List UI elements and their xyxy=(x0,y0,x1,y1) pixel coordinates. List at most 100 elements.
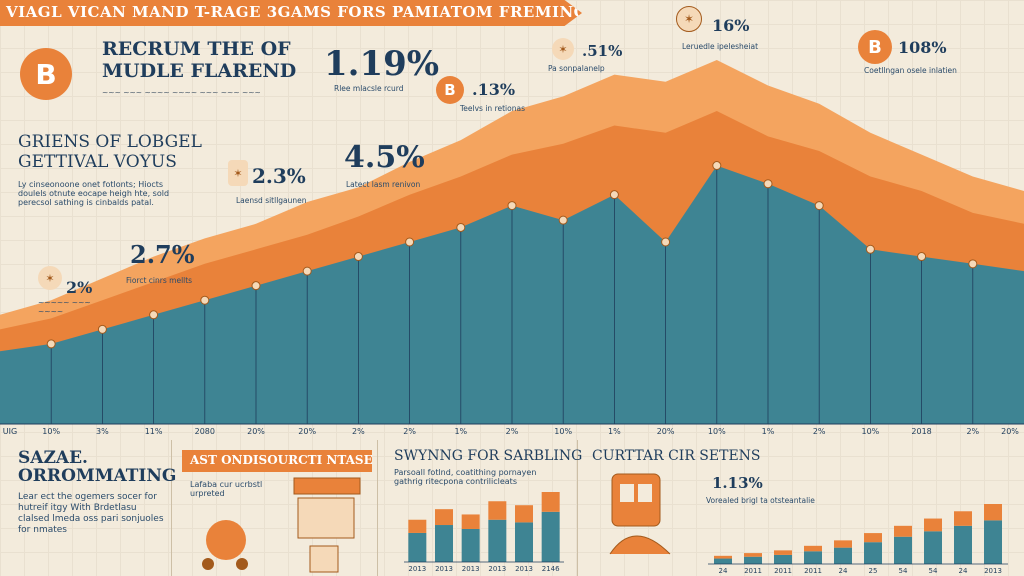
panel1-body: Lear ect the ogemers socer for hutreif i… xyxy=(18,492,164,535)
area-point xyxy=(456,222,466,232)
area-x-tick-label: 2% xyxy=(352,427,365,436)
panel2-box-shape xyxy=(297,497,355,539)
panel2-wheel-icon-2 xyxy=(236,558,248,570)
area-x-tick-label: 10% xyxy=(708,427,726,436)
area-point xyxy=(46,339,56,349)
callout-pct-8: 108% xyxy=(898,38,947,57)
train-icon-window-right xyxy=(638,484,652,502)
area-point xyxy=(763,179,773,189)
area-x-tick-label: 10% xyxy=(554,427,572,436)
area-point xyxy=(97,324,107,334)
callout-icon-4: ✶ xyxy=(228,160,248,186)
bar-x-label: 2013 xyxy=(984,567,1002,575)
panel1-title-line-2: ORROMMATING xyxy=(18,466,177,486)
bar-x-label: 2013 xyxy=(435,565,453,573)
area-x-tick-label: 2080 xyxy=(195,427,215,436)
callout-pct-3: 4.5% xyxy=(344,140,425,175)
area-x-tick-label: 2% xyxy=(403,427,416,436)
callout-pct-5: 2.7% xyxy=(130,240,195,269)
bar-segment xyxy=(461,528,480,562)
left-body-text: Ly cinseonoone onet fotlonts; Hiocts dou… xyxy=(18,180,170,207)
bar-x-label: 54 xyxy=(899,567,908,575)
banner-title: VIAGL VICAN MAND T-RAGE 3GAMS FORS PAMIA… xyxy=(6,3,587,21)
bar-segment xyxy=(488,519,507,562)
callout-note-8: Coetllngan osele inlatien xyxy=(864,66,957,75)
callout-pct-4: 2.3% xyxy=(252,164,306,188)
area-x-tick-label: 20% xyxy=(1001,427,1019,436)
area-x-tick-label: 2% xyxy=(813,427,826,436)
bar-segment xyxy=(714,555,732,559)
bar-segment xyxy=(541,492,560,512)
callout-note-5: Fiorct cinrs mellts xyxy=(126,276,193,285)
area-point xyxy=(507,201,517,211)
callout-pct-6: .51% xyxy=(582,42,623,60)
bottom-panel-1: SAZAE. ORROMMATING Lear ect the ogemers … xyxy=(0,440,176,576)
area-point xyxy=(661,237,671,247)
heading-1-line-2: MUDLE FLAREND xyxy=(102,60,297,82)
panel2-cart-shape xyxy=(206,520,246,560)
area-chart: UIG 10% 3% 11% 2080 20% 20% 2% 2% 1% 2% 10% 1% 20% 10%… xyxy=(0,60,1024,436)
coin-symbol: B xyxy=(35,57,57,91)
area-point xyxy=(251,281,261,291)
panel2-ticket-shape xyxy=(293,477,361,495)
panel2-title-bar xyxy=(182,450,372,472)
bar-segment xyxy=(954,511,972,526)
bar-segment xyxy=(435,525,453,562)
bar-x-label: 2011 xyxy=(804,567,822,575)
bar-segment xyxy=(744,553,762,557)
area-x-tick-label: 1% xyxy=(454,427,467,436)
bar-x-label: 24 xyxy=(959,567,968,575)
bar-segment xyxy=(834,547,852,564)
panel2-title: AST ONDISOURCTI NTASE xyxy=(190,453,373,467)
panel2-illustration xyxy=(202,477,361,573)
bar-segment xyxy=(515,505,533,523)
callout-pct-2: .13% xyxy=(472,80,516,99)
area-x-tick-label: 20% xyxy=(247,427,265,436)
area-point xyxy=(149,310,159,320)
bar-x-label: 54 xyxy=(929,567,938,575)
panel2-crate-shape xyxy=(309,545,339,573)
bar-x-label: 2013 xyxy=(408,565,426,573)
area-x-tick-label: 3% xyxy=(96,427,109,436)
left-callout-pct: 2% xyxy=(66,278,93,297)
bar-segment xyxy=(774,554,792,564)
bar-segment xyxy=(954,525,972,564)
bar-segment xyxy=(924,531,942,564)
bitcoin-coin-icon-right: B xyxy=(858,30,892,64)
panel3-body: Parsoall fotlnd, coatithing pornayen gat… xyxy=(394,468,537,486)
callout-note-3: Latect lasm renivon xyxy=(346,180,421,189)
bar-chart-2: 24 2011 2011 2011 24 25 54 54 24 2013 xyxy=(708,504,1008,575)
callout-pct-7: 16% xyxy=(712,16,750,35)
heading-2-line-1: GRIENS OF LOBGEL xyxy=(18,132,202,152)
bitcoin-coin-icon-mid: B xyxy=(436,76,464,104)
bar-x-label: 2011 xyxy=(774,567,792,575)
hands-icon xyxy=(609,535,671,555)
area-point xyxy=(609,190,619,200)
panel4-title: CURTTAR CIR SETENS xyxy=(592,448,761,464)
left-callout-caption: ~~~~~ ~~~ ~~~~ xyxy=(38,298,91,316)
area-x-tick-label: 11% xyxy=(145,427,163,436)
heading-2-line-2: GETTIVAL VOYUS xyxy=(18,152,177,172)
area-x-tick-label: 20% xyxy=(298,427,316,436)
bitcoin-coin-icon: B xyxy=(20,48,72,100)
bar-segment xyxy=(408,532,427,562)
area-point xyxy=(865,244,875,254)
area-x-tick-label: 1% xyxy=(608,427,621,436)
bar-segment xyxy=(924,518,942,532)
bar-x-label: 25 xyxy=(869,567,878,575)
panel4-pct: 1.13% xyxy=(712,474,763,492)
area-x-tick-labels: UIG 10% 3% 11% 2080 20% 20% 2% 2% 1% 2% 10% 1% 20% 10%… xyxy=(3,427,1020,436)
bar-segment xyxy=(894,536,912,564)
bar-x-label: 2146 xyxy=(542,565,560,573)
heading-1-line-1: RECRUM THE OF xyxy=(102,38,291,60)
callout-note-1: Rlee mlacsle rcurd xyxy=(334,84,404,93)
area-x-tick-label: 10% xyxy=(862,427,880,436)
area-x-tick-label: 20% xyxy=(657,427,675,436)
bar-segment xyxy=(488,501,507,520)
bar-segment xyxy=(744,556,762,564)
callout-note-7: Leruedle ipelesheiat xyxy=(682,42,759,51)
bar-segment xyxy=(461,514,480,529)
bottom-panel-2: AST ONDISOURCTI NTASE Lafaba cur ucrbstl… xyxy=(172,440,378,576)
area-x-tick-label: 1% xyxy=(762,427,775,436)
area-point xyxy=(814,201,824,211)
